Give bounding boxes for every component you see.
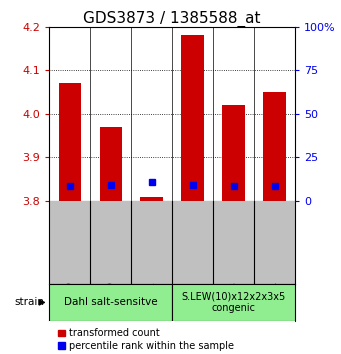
Bar [59, 83, 81, 201]
Bar [172, 284, 295, 321]
Bar [100, 127, 122, 201]
Bar [222, 105, 245, 201]
Bar [181, 35, 204, 201]
Text: Dahl salt-sensitve: Dahl salt-sensitve [64, 297, 158, 307]
Title: GDS3873 / 1385588_at: GDS3873 / 1385588_at [84, 10, 261, 27]
Bar [140, 197, 163, 201]
Legend: transformed count, percentile rank within the sample: transformed count, percentile rank withi… [54, 324, 238, 354]
Text: S.LEW(10)x12x2x3x5
congenic: S.LEW(10)x12x2x3x5 congenic [181, 292, 286, 313]
Bar [49, 284, 172, 321]
Text: strain: strain [15, 297, 45, 307]
Bar [263, 92, 286, 201]
